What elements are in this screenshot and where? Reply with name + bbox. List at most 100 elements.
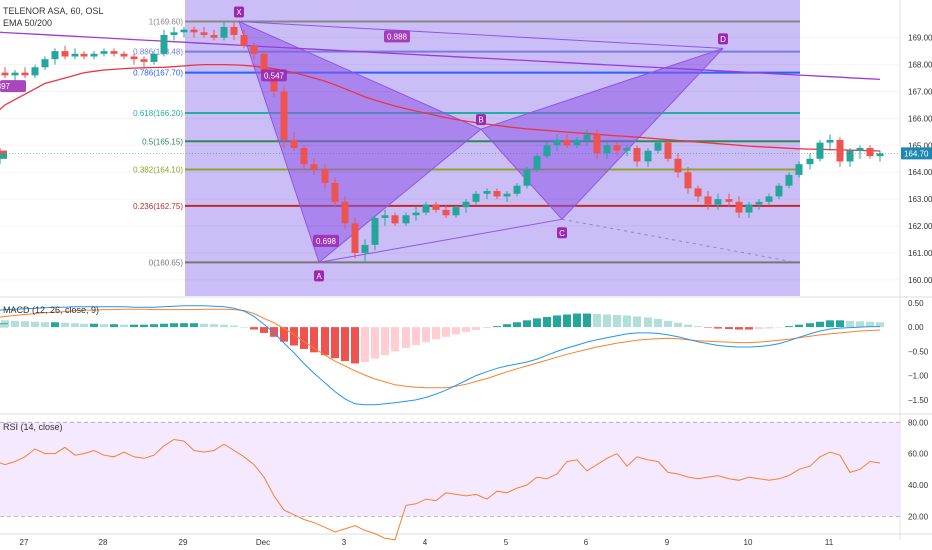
candle-body	[412, 212, 420, 216]
macd-histogram-bar	[856, 321, 864, 328]
time-tick-label: 10	[744, 538, 753, 547]
candle	[442, 204, 450, 218]
macd-histogram-bar	[250, 327, 258, 330]
candle-body	[684, 172, 692, 189]
macd-histogram-bar	[684, 324, 692, 328]
candle	[543, 142, 551, 159]
macd-histogram-bar	[513, 322, 521, 328]
candle	[563, 134, 571, 148]
macd-histogram-bar	[664, 320, 672, 328]
macd-pane[interactable]: 0.50 0.00 −0.50 −1.00 −1.50	[0, 299, 929, 406]
macd-histogram-bar	[694, 326, 702, 328]
macd-histogram-bar	[51, 322, 59, 328]
candle-body	[493, 191, 501, 197]
macd-histogram-bar	[462, 327, 470, 332]
macd-tick-label: 0.00	[908, 323, 924, 332]
macd-histogram-bar	[795, 324, 803, 328]
pattern-ratio-badge	[384, 30, 410, 43]
fib-label: 0.382(164.10)	[133, 166, 183, 175]
macd-histogram-bar	[755, 327, 763, 330]
macd-histogram-bar	[391, 327, 399, 352]
candle-body	[110, 51, 118, 54]
candle	[31, 64, 39, 79]
candle-body	[402, 215, 410, 224]
candle-body	[613, 145, 621, 151]
candle-body	[553, 139, 561, 146]
candle-body	[593, 134, 601, 154]
candle	[90, 51, 98, 60]
macd-histogram-bar	[623, 315, 631, 328]
time-tick-label: 28	[99, 538, 108, 547]
macd-histogram-bar	[61, 322, 69, 328]
candle	[623, 145, 631, 157]
macd-histogram-bar	[341, 327, 349, 362]
macd-histogram-bar	[200, 323, 208, 328]
candle-body	[725, 199, 733, 202]
macd-tick-label: −1.50	[908, 396, 929, 405]
candle-body	[220, 26, 228, 38]
pattern-xab-triangle	[238, 20, 482, 264]
macd-histogram-bar	[80, 323, 88, 328]
macd-histogram-bar	[785, 326, 793, 328]
candle-body	[290, 139, 298, 148]
fib-label: 0.786(167.70)	[133, 69, 183, 78]
rsi-pane[interactable]: 80.00 60.00 40.00 20.00	[0, 418, 929, 541]
pattern-ratio: 0.698	[313, 234, 339, 247]
macd-histogram-bar	[633, 316, 641, 328]
candle-body	[180, 29, 188, 33]
candle-body	[452, 207, 460, 216]
price-tick-label: 160.00	[908, 276, 932, 285]
candle	[210, 29, 218, 41]
time-axis[interactable]: 27 28 29 Dec 3 4 5 6 9 10 11	[20, 538, 834, 547]
candle	[573, 137, 581, 148]
candle-body	[160, 34, 168, 54]
candle	[654, 139, 662, 154]
candle-body	[856, 148, 864, 151]
candle-body	[100, 51, 108, 54]
price-tick-label: 163.00	[908, 195, 932, 204]
macd-histogram-bar	[816, 321, 824, 328]
candle	[644, 148, 652, 167]
last-price-label: 164.70	[904, 149, 929, 158]
candle-body	[483, 191, 491, 194]
candle-body	[816, 142, 824, 159]
candles[interactable]	[0, 21, 884, 263]
macd-histogram-bar	[0, 324, 8, 328]
candle-body	[260, 53, 268, 73]
candle	[310, 158, 318, 175]
candle-body	[61, 51, 69, 57]
candle	[200, 26, 208, 38]
candle	[523, 166, 531, 189]
symbol-title: TELENOR ASA, 60, OSL	[3, 6, 104, 16]
rsi-band	[0, 422, 900, 517]
time-tick-label: 3	[342, 538, 347, 547]
macd-histogram-bar	[31, 321, 39, 328]
candle-body	[21, 72, 29, 76]
candle-body	[300, 148, 308, 165]
candle	[170, 26, 178, 41]
candle-body	[543, 145, 551, 157]
macd-histogram-bar	[452, 327, 460, 335]
candle-body	[735, 201, 743, 213]
price-tick-label: 168.00	[908, 61, 932, 70]
macd-histogram-bar	[472, 327, 480, 331]
candle	[765, 193, 773, 205]
candle-body	[11, 72, 19, 76]
ema-200-line	[0, 31, 881, 81]
pattern-point-badge	[718, 33, 728, 45]
pattern-ratio: 0.547	[261, 69, 287, 82]
candle	[725, 193, 733, 208]
candle-body	[270, 72, 278, 92]
macd-histogram-bar	[100, 324, 108, 328]
candle	[41, 56, 49, 70]
macd-histogram-bar	[644, 317, 652, 328]
candle	[493, 188, 501, 200]
candle	[321, 164, 329, 189]
macd-histogram-bar	[846, 320, 854, 328]
candle-body	[51, 51, 59, 60]
candle	[422, 201, 430, 216]
rsi-tick-label: 80.00	[908, 418, 929, 427]
macd-histogram-bar	[613, 314, 621, 328]
